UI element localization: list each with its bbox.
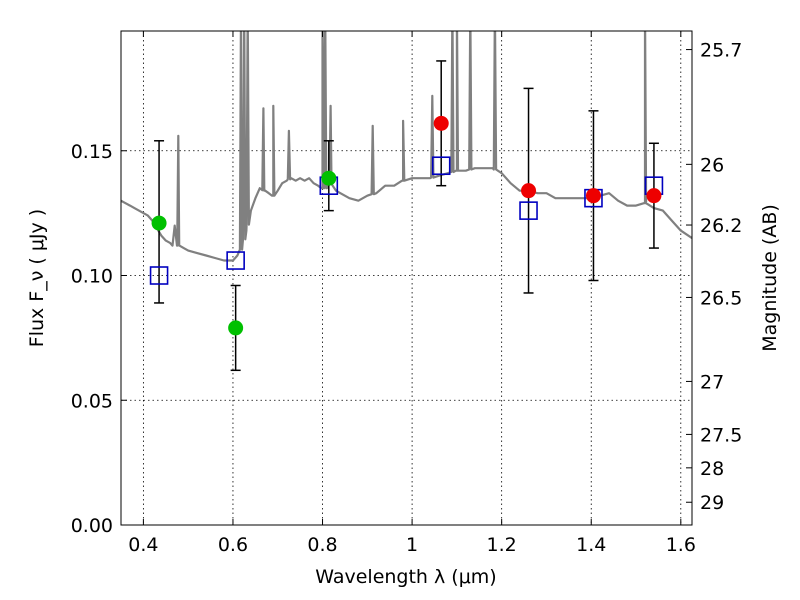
model-spectrum-line: [121, 31, 692, 262]
x-tick-label: 1.4: [576, 534, 606, 556]
model-photometry-square: [431, 156, 451, 176]
x-tick-label: 1: [406, 534, 418, 556]
observed-point-red: [521, 183, 537, 199]
y-tick-label: 0.10: [71, 266, 113, 288]
magnitude-tick-label: 28: [700, 458, 724, 480]
y-tick-label: 0.15: [71, 141, 113, 163]
data-points-layer: [149, 60, 664, 372]
x-tick-label: 0.8: [307, 534, 337, 556]
x-axis-label: Wavelength λ (μm): [315, 566, 496, 588]
observed-point-red: [646, 188, 662, 204]
y-tick-label: 0.05: [71, 390, 113, 412]
magnitude-tick-label: 25.7: [700, 40, 742, 62]
magnitude-tick-label: 29: [700, 492, 724, 514]
x-tick-label: 0.6: [218, 534, 248, 556]
model-photometry-square: [149, 266, 169, 285]
magnitude-tick-label: 27: [700, 371, 724, 393]
model-photometry-square: [519, 201, 538, 220]
magnitude-axis-label: Magnitude (AB): [759, 204, 781, 352]
y-axis-label: Flux F_ν ( μJy ): [26, 209, 48, 347]
observed-point-green: [151, 215, 167, 231]
model-spectrum-layer: [121, 31, 692, 262]
x-tick-label: 1.6: [666, 534, 696, 556]
magnitude-tick-label: 26.5: [700, 287, 742, 309]
observed-point-green: [228, 320, 244, 336]
magnitude-tick-label: 26: [700, 154, 724, 176]
observed-point-green: [321, 170, 337, 186]
observed-point-red: [433, 115, 449, 131]
axis-ticks: [121, 31, 692, 526]
y-tick-label: 0.00: [71, 515, 113, 537]
magnitude-tick-label: 27.5: [700, 424, 742, 446]
plot-frame: [120, 30, 693, 526]
tick-labels: 0.4 0.6 0.8 1 1.2 1.4 1.6 0.00 0.05 0.10 0.15 25.7 2…: [71, 40, 743, 556]
model-photometry-square: [226, 251, 245, 270]
x-tick-label: 0.4: [128, 534, 158, 556]
plot-background: [121, 31, 692, 525]
magnitude-tick-label: 26.2: [700, 215, 742, 237]
observed-point-red: [585, 188, 601, 204]
x-tick-label: 1.2: [487, 534, 517, 556]
